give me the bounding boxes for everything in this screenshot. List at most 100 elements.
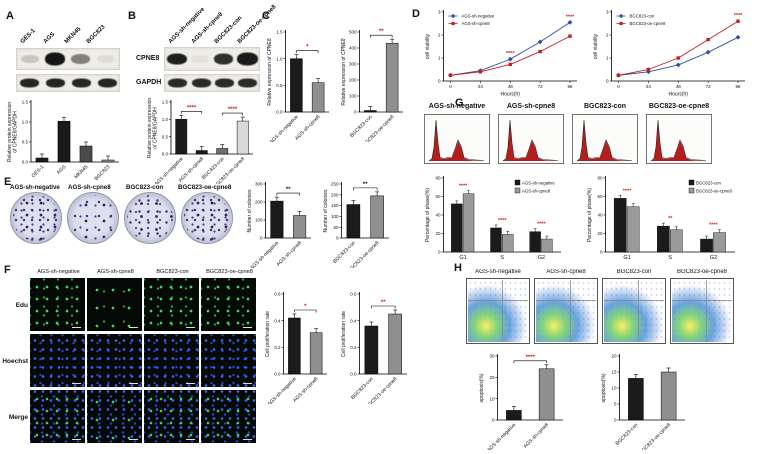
- svg-text:1.5: 1.5: [22, 100, 29, 105]
- western-blot-gapdh-panel-b: [164, 74, 260, 92]
- svg-text:200: 200: [349, 78, 357, 83]
- svg-text:AGS-sh-negative: AGS-sh-negative: [486, 422, 517, 450]
- svg-text:0.5: 0.5: [276, 83, 283, 88]
- panel-f-bgc823-proliferation-bar-chart: 0.0 0.2 0.4 0.6 Cell proliferation rate BGC82…: [340, 286, 412, 410]
- svg-text:72: 72: [538, 84, 544, 89]
- svg-text:****: ****: [566, 14, 575, 20]
- hoechst-fluorescence-image: [144, 334, 199, 387]
- svg-text:****: ****: [498, 218, 507, 224]
- row-label-edu: Edu: [15, 302, 28, 309]
- panel-b-expression-bar-chart: 0.0 0.5 1.0 1.5 Relative protein expression o…: [146, 94, 258, 190]
- svg-text:Relative expression of CPNE8: Relative expression of CPNE8: [341, 38, 347, 105]
- svg-text:0.2: 0.2: [274, 345, 281, 350]
- protein-band: [237, 52, 258, 66]
- hoechst-fluorescence-image: [201, 334, 256, 387]
- svg-text:*: *: [304, 304, 307, 310]
- panel-d-ags-viability-line-chart: 0 1 2 3 cell viability 0 24 48 72 96 Hours(h) **** *…: [424, 4, 582, 98]
- svg-text:Number of colonies: Number of colonies: [323, 189, 329, 233]
- svg-text:G2: G2: [538, 255, 545, 261]
- svg-text:0.0: 0.0: [274, 372, 281, 377]
- svg-text:0: 0: [438, 250, 441, 255]
- panel-b-letter: B: [128, 10, 136, 22]
- svg-text:100: 100: [331, 214, 339, 219]
- svg-text:1.0: 1.0: [162, 117, 169, 122]
- svg-text:48: 48: [676, 84, 682, 89]
- column-label: BGC823-con: [583, 103, 626, 110]
- merge-fluorescence-image: [87, 390, 142, 443]
- panel-e-ags-colonies-bar-chart: 0 100 200 300 Number of colonies AGS-sh-negat…: [246, 176, 316, 271]
- svg-text:250: 250: [331, 182, 339, 187]
- svg-text:Relative expression of CPNE8: Relative expression of CPNE8: [267, 38, 273, 105]
- svg-text:S: S: [668, 255, 672, 261]
- panel-a-letter: A: [6, 10, 14, 22]
- svg-text:2: 2: [606, 33, 609, 38]
- svg-text:0.0: 0.0: [276, 110, 283, 115]
- merge-fluorescence-image: [30, 390, 85, 443]
- western-blot-cpne8-panel-b: [164, 47, 260, 71]
- lane-label: MKN45: [63, 26, 83, 45]
- svg-text:80: 80: [435, 176, 441, 181]
- apoptosis-scatter-plot: [670, 278, 734, 344]
- panel-g-ags-phase-bar-chart: 0 20 40 60 80 Percentage of phase(%) G1 **** S **…: [424, 170, 566, 264]
- svg-text:100: 100: [349, 94, 357, 99]
- svg-text:0.4: 0.4: [274, 318, 281, 323]
- svg-text:1: 1: [606, 56, 609, 61]
- cell-cycle-histogram: [424, 114, 490, 165]
- panel-d-bgc823-viability-line-chart: 0 1 2 3 cell viability 0 24 48 72 96 Hours(h) **** B…: [592, 4, 750, 98]
- svg-text:Number of colonies: Number of colonies: [247, 189, 253, 233]
- svg-text:0: 0: [617, 84, 620, 89]
- svg-text:48: 48: [508, 84, 514, 89]
- svg-text:BGC823-con: BGC823-con: [350, 376, 375, 401]
- protein-band: [238, 78, 257, 88]
- svg-text:0: 0: [336, 236, 339, 241]
- dish-label: AGS-sh-negative: [10, 184, 60, 191]
- svg-text:300: 300: [255, 182, 263, 187]
- svg-text:**: **: [379, 29, 384, 35]
- svg-text:60: 60: [597, 194, 603, 199]
- svg-text:Cell proliferation rate: Cell proliferation rate: [265, 311, 271, 357]
- svg-text:Relative protein expression: Relative protein expression: [7, 102, 13, 163]
- svg-text:AGS-sh-cpne8: AGS-sh-cpne8: [523, 422, 551, 450]
- svg-text:BGC823-con: BGC823-con: [332, 240, 357, 265]
- svg-text:1.0: 1.0: [22, 120, 29, 125]
- svg-text:0: 0: [354, 110, 357, 115]
- svg-text:0: 0: [492, 418, 495, 423]
- svg-text:24: 24: [478, 84, 484, 89]
- svg-text:S: S: [500, 255, 504, 261]
- protein-band: [192, 78, 211, 88]
- panel-c-bgc823-mrna-bar-chart: 0 100 200 300 400 500 Relative expression of C…: [340, 24, 408, 148]
- protein-band: [167, 53, 187, 65]
- svg-text:20: 20: [611, 354, 617, 359]
- svg-text:**: **: [286, 187, 291, 193]
- svg-text:0: 0: [438, 79, 441, 84]
- cell-cycle-histogram-plot: [646, 114, 712, 165]
- lane-label: AGS: [42, 31, 57, 45]
- svg-text:0: 0: [260, 236, 263, 241]
- cell-cycle-histogram-plot: [424, 114, 490, 165]
- svg-text:apoptosis(%): apoptosis(%): [479, 373, 485, 403]
- svg-text:150: 150: [331, 203, 339, 208]
- svg-text:0.0: 0.0: [350, 372, 357, 377]
- colony-dish-ags-sh-negative: [10, 192, 62, 244]
- svg-text:**: **: [363, 182, 368, 188]
- merge-fluorescence-image: [144, 390, 199, 443]
- apoptosis-scatter-plot: [466, 278, 530, 344]
- dish-label: AGS-sh-cpne8: [68, 184, 111, 191]
- edu-fluorescence-image: [201, 278, 256, 331]
- svg-text:Hours(h): Hours(h): [501, 92, 521, 98]
- column-label: AGS-sh-negative: [475, 269, 521, 275]
- svg-text:72: 72: [706, 84, 712, 89]
- panel-h-letter: H: [454, 262, 462, 274]
- western-blot-gapdh-panel-a: [16, 74, 120, 92]
- panel-f-letter: F: [4, 264, 11, 276]
- svg-text:0: 0: [614, 418, 617, 423]
- column-label: BGC823-con: [616, 269, 652, 275]
- svg-text:100: 100: [255, 218, 263, 223]
- svg-text:cell viability: cell viability: [593, 33, 599, 59]
- svg-text:AGS-sh-cpne8: AGS-sh-cpne8: [462, 21, 491, 26]
- column-label: BGC823-con: [156, 269, 189, 275]
- column-label: AGS-sh-cpne8: [97, 269, 134, 275]
- hoechst-fluorescence-image: [30, 334, 85, 387]
- dish-label: BGC823-con: [126, 184, 164, 191]
- svg-text:BGC823-con: BGC823-con: [696, 180, 721, 185]
